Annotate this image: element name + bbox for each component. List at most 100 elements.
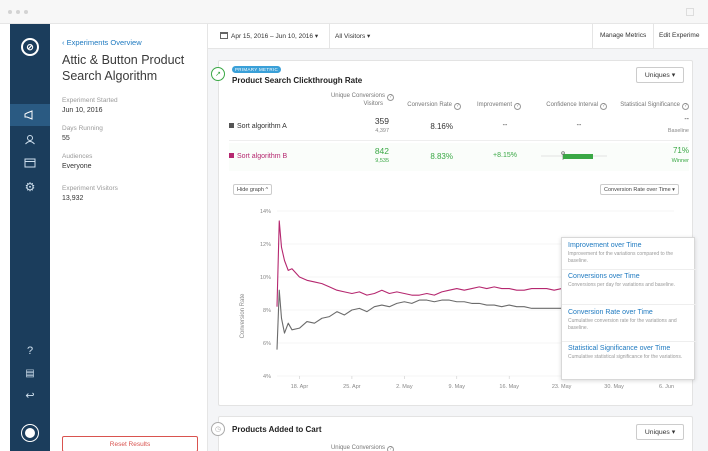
- menu-item-desc: Cumulative statistical significance for …: [568, 354, 683, 360]
- graph-type-label: Conversion Rate over Time: [604, 186, 671, 193]
- y-tick-label: 12%: [260, 242, 271, 248]
- settings-gear-icon[interactable]: ⚙: [24, 180, 36, 194]
- column-header-conversions: Unique Conversions?: [299, 93, 394, 101]
- help-icon[interactable]: ?: [26, 345, 34, 357]
- pages-icon[interactable]: [10, 152, 50, 174]
- primary-metric-badge: PRIMARY METRIC: [232, 66, 282, 73]
- x-tick-label: 30. May: [604, 384, 624, 390]
- audience-dropdown[interactable]: All Visitors ▾: [335, 33, 371, 40]
- hide-graph-button[interactable]: Hide graph ^: [233, 184, 273, 195]
- significance-value: --: [684, 116, 689, 123]
- visitors-value: 4,397: [375, 128, 389, 134]
- menu-item-title: Conversion Rate over Time: [568, 309, 653, 316]
- menu-item-significance[interactable]: Statistical Significance over Time Cumul…: [568, 345, 690, 361]
- meta-label: Experiment Started: [62, 97, 118, 104]
- significance-value: 71%: [672, 146, 689, 155]
- megaphone-icon[interactable]: [10, 104, 50, 126]
- window-title-bar: [0, 0, 708, 24]
- series-swatch: [229, 153, 234, 158]
- menu-item-desc: Cumulative conversion rate for the varia…: [568, 318, 677, 331]
- metric-title: Product Search Clickthrough Rate: [232, 76, 363, 85]
- x-tick-label: 16. May: [499, 384, 519, 390]
- confidence-interval-bar: [539, 149, 609, 163]
- experiment-sidebar: ‹ Experiments Overview Attic & Button Pr…: [50, 24, 208, 451]
- meta-value: 55: [62, 135, 70, 142]
- uniques-select-value: Uniques: [644, 71, 670, 79]
- y-tick-label: 8%: [263, 308, 271, 314]
- info-icon[interactable]: ?: [454, 103, 461, 110]
- meta-days-running: Days Running 55: [62, 125, 103, 142]
- meta-label: Audiences: [62, 153, 93, 160]
- column-header-conversions: Unique Conversions?: [299, 445, 394, 451]
- meta-started: Experiment Started Jun 10, 2016: [62, 97, 118, 114]
- uniques-select[interactable]: Uniques ▾: [636, 67, 684, 83]
- menu-item-title: Statistical Significance over Time: [568, 345, 671, 352]
- info-icon[interactable]: ?: [387, 94, 394, 101]
- back-link[interactable]: ‹ Experiments Overview: [62, 38, 142, 47]
- menu-item-desc: Conversions per day for variations and b…: [568, 282, 676, 288]
- apps-icon[interactable]: [686, 8, 694, 16]
- visitors-value: 9,535: [375, 158, 389, 164]
- improvement-value: --: [502, 122, 508, 129]
- improvement-value: +8.15%: [493, 152, 517, 159]
- edit-experiment-button[interactable]: Edit Experime: [659, 32, 700, 39]
- x-tick-label: 25. Apr: [343, 384, 361, 390]
- x-tick-label: 9. May: [449, 384, 466, 390]
- variation-label: Sort algorithm A: [237, 123, 287, 130]
- y-tick-label: 6%: [263, 341, 271, 347]
- audiences-icon[interactable]: [10, 128, 50, 150]
- info-icon[interactable]: ?: [682, 103, 689, 110]
- x-tick-label: 18. Apr: [291, 384, 309, 390]
- date-range-picker[interactable]: Apr 15, 2016 – Jun 10, 2016 ▾: [220, 32, 318, 40]
- menu-item-title: Improvement over Time: [568, 242, 642, 249]
- table-row: Sort algorithm A 359 4,397 8.16% -- -- -…: [229, 113, 689, 141]
- column-header-label: Confidence Interval: [546, 102, 598, 108]
- variation-label: Sort algorithm B: [237, 153, 288, 160]
- left-nav: ⊘ ⚙ ? ▤ ↩: [10, 24, 50, 451]
- column-header-label: Visitors: [363, 101, 383, 107]
- menu-item-conversion-rate[interactable]: Conversion Rate over Time Cumulative con…: [568, 309, 690, 332]
- manage-metrics-button[interactable]: Manage Metrics: [600, 32, 647, 39]
- x-tick-label: 6. Jun: [659, 384, 674, 390]
- meta-value: Everyone: [62, 163, 92, 170]
- x-tick-label: 23. May: [552, 384, 572, 390]
- column-header-visitors: Visitors: [329, 101, 383, 107]
- info-icon[interactable]: ?: [387, 446, 394, 451]
- y-axis-label: Conversion Rate: [240, 293, 246, 338]
- logo-icon[interactable]: ⊘: [10, 32, 50, 62]
- hide-graph-label: Hide graph: [237, 186, 264, 193]
- toolbar: Apr 15, 2016 – Jun 10, 2016 ▾ All Visito…: [208, 24, 708, 49]
- info-icon[interactable]: ?: [514, 103, 521, 110]
- feedback-icon[interactable]: ▤: [25, 367, 35, 379]
- avatar[interactable]: [10, 422, 50, 444]
- reset-results-button[interactable]: Reset Results: [62, 436, 198, 451]
- menu-item-conversions[interactable]: Conversions over Time Conversions per da…: [568, 273, 690, 289]
- info-icon[interactable]: ?: [600, 103, 607, 110]
- menu-item-improvement[interactable]: Improvement over Time Improvement for th…: [568, 242, 690, 265]
- column-header-label: Conversion Rate: [407, 102, 452, 108]
- clock-icon: ◷: [211, 422, 225, 436]
- x-tick-label: 2. May: [396, 384, 413, 390]
- graph-type-menu: Improvement over Time Improvement for th…: [561, 237, 696, 380]
- column-header-conversion-rate: Conversion Rate?: [389, 102, 461, 110]
- uniques-select[interactable]: Uniques ▾: [636, 424, 684, 440]
- series-line-a: [276, 289, 577, 350]
- significance-note: Baseline: [667, 128, 689, 134]
- column-header-significance: Statistical Significance?: [607, 102, 689, 110]
- y-tick-label: 4%: [263, 374, 271, 380]
- meta-value: 13,932: [62, 195, 84, 202]
- window-controls[interactable]: [8, 10, 28, 14]
- meta-value: Jun 10, 2016: [62, 107, 103, 114]
- calendar-icon: [220, 32, 228, 39]
- meta-audiences: Audiences Everyone: [62, 153, 92, 170]
- menu-item-desc: Improvement for the variations compared …: [568, 251, 674, 264]
- secondary-metric-card: ◷ Products Added to Cart Uniques ▾ Uniqu…: [211, 416, 693, 451]
- back-link-label[interactable]: Experiments Overview: [66, 38, 142, 47]
- column-header-label: Unique Conversions: [330, 445, 385, 451]
- column-header-label: Statistical Significance: [620, 102, 680, 108]
- logout-icon[interactable]: ↩: [25, 389, 35, 402]
- conversion-rate-value: 8.83%: [430, 152, 453, 161]
- graph-type-select[interactable]: Conversion Rate over Time ▾: [600, 184, 679, 195]
- column-header-label: Improvement: [476, 102, 512, 108]
- series-line-b: [276, 220, 577, 307]
